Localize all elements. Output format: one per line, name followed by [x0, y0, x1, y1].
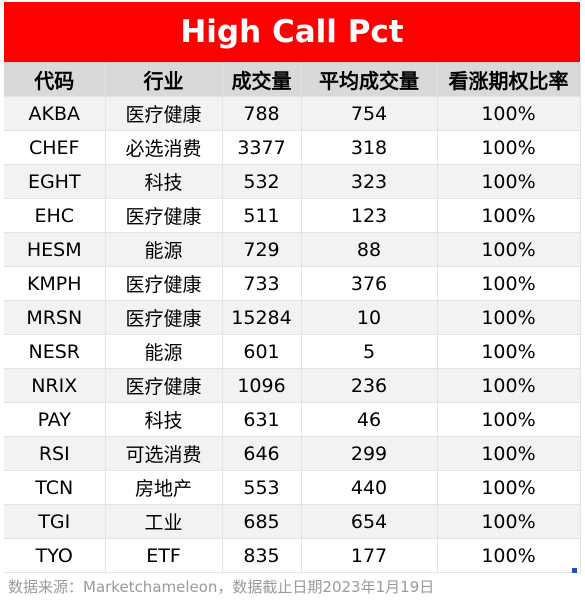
- source-note: 数据来源：Marketchameleon，数据截止日期2023年1月19日: [8, 578, 435, 596]
- volume-cell[interactable]: 3377: [222, 130, 302, 165]
- table-row: TYO ETF 835 177 100%: [4, 538, 581, 573]
- avg-volume-cell[interactable]: 10: [301, 300, 438, 335]
- ticker-cell[interactable]: MRSN: [4, 300, 106, 335]
- sector-cell[interactable]: 能源: [105, 334, 223, 369]
- avg-volume-cell[interactable]: 177: [301, 538, 438, 573]
- resize-handle[interactable]: [572, 568, 577, 573]
- sector-cell[interactable]: 医疗健康: [105, 266, 223, 301]
- avg-volume-cell[interactable]: 754: [301, 96, 438, 131]
- sector-cell[interactable]: ETF: [105, 538, 223, 573]
- call-ratio-cell[interactable]: 100%: [437, 198, 581, 233]
- table-row: NRIX 医疗健康 1096 236 100%: [4, 368, 581, 403]
- avg-volume-cell[interactable]: 323: [301, 164, 438, 199]
- volume-cell[interactable]: 1096: [222, 368, 302, 403]
- sector-cell[interactable]: 科技: [105, 164, 223, 199]
- call-ratio-cell[interactable]: 100%: [437, 436, 581, 471]
- table-row: AKBA 医疗健康 788 754 100%: [4, 96, 581, 131]
- volume-cell[interactable]: 532: [222, 164, 302, 199]
- volume-cell[interactable]: 511: [222, 198, 302, 233]
- call-ratio-cell[interactable]: 100%: [437, 470, 581, 505]
- avg-volume-cell[interactable]: 376: [301, 266, 438, 301]
- table-row: CHEF 必选消费 3377 318 100%: [4, 130, 581, 165]
- table-row: PAY 科技 631 46 100%: [4, 402, 581, 437]
- ticker-cell[interactable]: KMPH: [4, 266, 106, 301]
- ticker-cell[interactable]: RSI: [4, 436, 106, 471]
- sector-cell[interactable]: 能源: [105, 232, 223, 267]
- volume-cell[interactable]: 15284: [222, 300, 302, 335]
- column-header-volume[interactable]: 成交量: [222, 63, 302, 97]
- table-title: High Call Pct: [4, 2, 580, 63]
- sector-cell[interactable]: 房地产: [105, 470, 223, 505]
- call-ratio-cell[interactable]: 100%: [437, 368, 581, 403]
- ticker-cell[interactable]: TGI: [4, 504, 106, 539]
- volume-cell[interactable]: 601: [222, 334, 302, 369]
- ticker-cell[interactable]: EHC: [4, 198, 106, 233]
- header-row: 代码 行业 成交量 平均成交量 看涨期权比率: [4, 63, 581, 97]
- sector-cell[interactable]: 必选消费: [105, 130, 223, 165]
- ticker-cell[interactable]: HESM: [4, 232, 106, 267]
- avg-volume-cell[interactable]: 440: [301, 470, 438, 505]
- table-row: TGI 工业 685 654 100%: [4, 504, 581, 539]
- volume-cell[interactable]: 733: [222, 266, 302, 301]
- ticker-cell[interactable]: NRIX: [4, 368, 106, 403]
- call-ratio-cell[interactable]: 100%: [437, 96, 581, 131]
- call-ratio-cell[interactable]: 100%: [437, 300, 581, 335]
- ticker-cell[interactable]: TYO: [4, 538, 106, 573]
- avg-volume-cell[interactable]: 46: [301, 402, 438, 437]
- avg-volume-cell[interactable]: 88: [301, 232, 438, 267]
- call-ratio-cell[interactable]: 100%: [437, 232, 581, 267]
- avg-volume-cell[interactable]: 123: [301, 198, 438, 233]
- call-ratio-cell[interactable]: 100%: [437, 130, 581, 165]
- volume-cell[interactable]: 729: [222, 232, 302, 267]
- column-header-sector[interactable]: 行业: [105, 63, 223, 97]
- data-table: 代码 行业 成交量 平均成交量 看涨期权比率 AKBA 医疗健康 788 754 100…: [4, 63, 581, 573]
- table-row: RSI 可选消费 646 299 100%: [4, 436, 581, 471]
- sector-cell[interactable]: 医疗健康: [105, 96, 223, 131]
- column-header-avg-volume[interactable]: 平均成交量: [301, 63, 438, 97]
- volume-cell[interactable]: 553: [222, 470, 302, 505]
- volume-cell[interactable]: 788: [222, 96, 302, 131]
- call-ratio-cell[interactable]: 100%: [437, 402, 581, 437]
- table-row: KMPH 医疗健康 733 376 100%: [4, 266, 581, 301]
- avg-volume-cell[interactable]: 318: [301, 130, 438, 165]
- sector-cell[interactable]: 可选消费: [105, 436, 223, 471]
- sector-cell[interactable]: 科技: [105, 402, 223, 437]
- table-row: NESR 能源 601 5 100%: [4, 334, 581, 369]
- ticker-cell[interactable]: NESR: [4, 334, 106, 369]
- sector-cell[interactable]: 工业: [105, 504, 223, 539]
- avg-volume-cell[interactable]: 299: [301, 436, 438, 471]
- ticker-cell[interactable]: AKBA: [4, 96, 106, 131]
- table-row: TCN 房地产 553 440 100%: [4, 470, 581, 505]
- avg-volume-cell[interactable]: 654: [301, 504, 438, 539]
- volume-cell[interactable]: 685: [222, 504, 302, 539]
- call-ratio-cell[interactable]: 100%: [437, 266, 581, 301]
- volume-cell[interactable]: 835: [222, 538, 302, 573]
- ticker-cell[interactable]: PAY: [4, 402, 106, 437]
- column-header-ticker[interactable]: 代码: [4, 63, 106, 97]
- call-ratio-cell[interactable]: 100%: [437, 538, 581, 573]
- column-header-call-ratio[interactable]: 看涨期权比率: [437, 63, 581, 97]
- volume-cell[interactable]: 646: [222, 436, 302, 471]
- sector-cell[interactable]: 医疗健康: [105, 368, 223, 403]
- call-ratio-cell[interactable]: 100%: [437, 164, 581, 199]
- ticker-cell[interactable]: TCN: [4, 470, 106, 505]
- table-row: MRSN 医疗健康 15284 10 100%: [4, 300, 581, 335]
- table-row: EGHT 科技 532 323 100%: [4, 164, 581, 199]
- avg-volume-cell[interactable]: 5: [301, 334, 438, 369]
- sector-cell[interactable]: 医疗健康: [105, 198, 223, 233]
- avg-volume-cell[interactable]: 236: [301, 368, 438, 403]
- sector-cell[interactable]: 医疗健康: [105, 300, 223, 335]
- ticker-cell[interactable]: EGHT: [4, 164, 106, 199]
- call-ratio-cell[interactable]: 100%: [437, 334, 581, 369]
- ticker-cell[interactable]: CHEF: [4, 130, 106, 165]
- call-ratio-cell[interactable]: 100%: [437, 504, 581, 539]
- table-row: EHC 医疗健康 511 123 100%: [4, 198, 581, 233]
- table-row: HESM 能源 729 88 100%: [4, 232, 581, 267]
- volume-cell[interactable]: 631: [222, 402, 302, 437]
